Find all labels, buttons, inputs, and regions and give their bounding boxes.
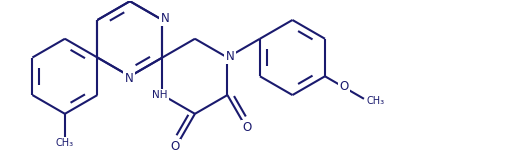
Text: N: N: [125, 72, 133, 85]
Text: NH: NH: [152, 90, 168, 100]
Text: O: O: [171, 140, 180, 153]
Text: CH₃: CH₃: [367, 96, 385, 106]
Text: O: O: [340, 80, 349, 93]
Text: N: N: [160, 12, 169, 25]
Text: O: O: [242, 121, 251, 134]
Text: CH₃: CH₃: [56, 138, 74, 148]
Text: N: N: [226, 50, 235, 63]
